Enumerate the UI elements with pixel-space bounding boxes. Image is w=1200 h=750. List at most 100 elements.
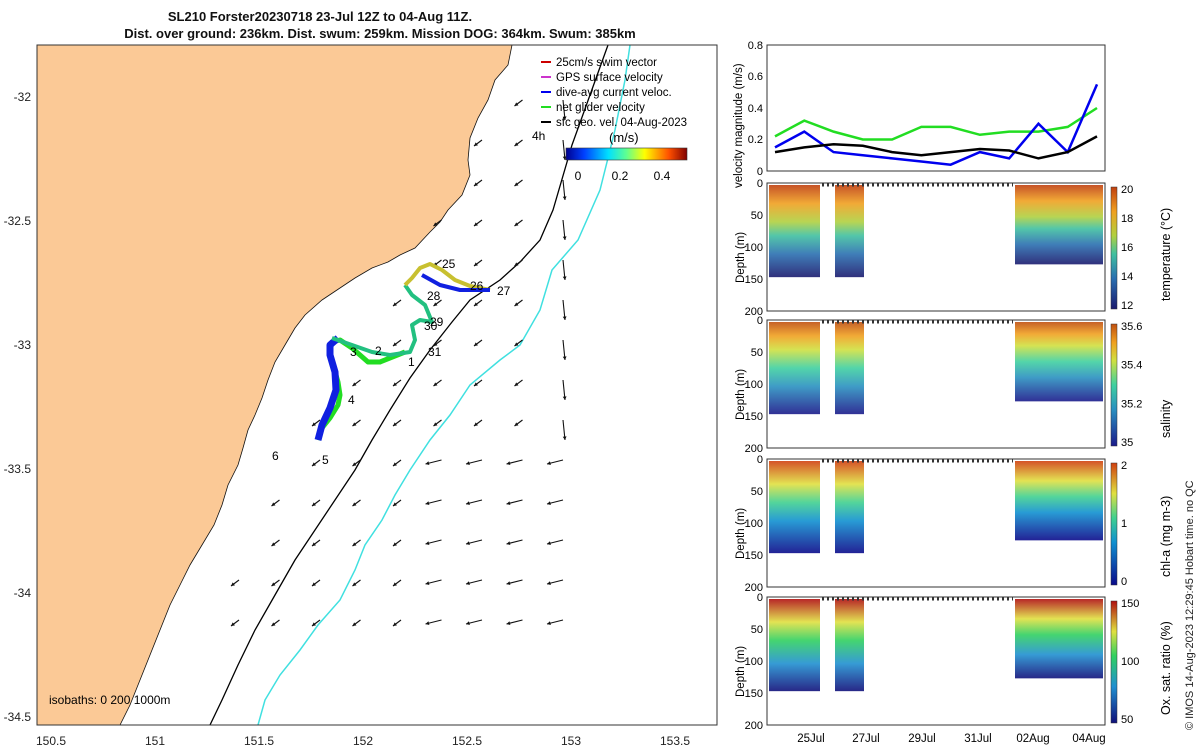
colorbar-tick: 0: [1121, 576, 1127, 588]
profile-data-block: [769, 322, 820, 415]
profile-data-block: [1015, 461, 1103, 541]
profile-colorbar: [1110, 462, 1118, 586]
velocity-vector-head: [562, 356, 567, 360]
profile-panel-chla: 0 50 100 150 200 Depth (m) 0 1 2 chl-a (mg m-3): [735, 454, 1173, 594]
velocity-vector-head: [562, 236, 567, 240]
velocity-vector-head: [514, 422, 519, 426]
velocity-vector-head: [271, 542, 276, 546]
velocity-vector-head: [425, 501, 430, 506]
chart-title-line2: Dist. over ground: 236km. Dist. swum: 25…: [124, 26, 636, 41]
velocity-vector-head: [433, 222, 438, 226]
colorbar-units: (m/s): [609, 130, 639, 145]
velocity-line-1: [774, 83, 1099, 166]
velocity-vector-head: [271, 582, 276, 586]
velocity-vector-head: [425, 541, 430, 546]
profile-colorbar: [1110, 323, 1118, 447]
velocity-vector-head: [312, 502, 316, 506]
velocity-vector-head: [474, 422, 478, 426]
profile-data-block: [769, 185, 820, 278]
velocity-vector-head: [514, 302, 519, 306]
colorbar-tick: 100: [1121, 656, 1139, 668]
map-xtick: 153.5: [660, 734, 690, 748]
legend-gps-velocity: GPS surface velocity: [556, 72, 663, 84]
velocity-vector-head: [425, 621, 430, 626]
time-tick: 25Jul: [797, 733, 825, 745]
velocity-vector-head: [433, 342, 438, 346]
map-xtick: 152: [353, 734, 373, 748]
velocity-series: [774, 83, 1099, 166]
waypoint-1: 1: [408, 355, 415, 369]
map-panel: 1 2 3 4 5 6 25 26 27 28 29 30 31 25cm/s …: [4, 44, 718, 748]
velocity-vector-head: [474, 302, 478, 306]
velocity-vector-head: [514, 342, 519, 346]
velocity-panel: 0 0.2 0.4 0.6 0.8 velocity magnitude (m/…: [733, 40, 1106, 188]
surface-velocity-vectors: [230, 99, 567, 627]
vel-ytick: 0: [757, 166, 763, 178]
glider-track-loop-current: [421, 273, 490, 292]
velocity-vector-head: [514, 182, 519, 186]
depth-tick: 150: [745, 274, 763, 286]
waypoint-25: 25: [442, 257, 456, 271]
velocity-vector-head: [547, 621, 551, 626]
waypoint-27: 27: [497, 284, 511, 298]
colorbar-tick: 14: [1121, 271, 1133, 283]
velocity-vector-head: [393, 382, 397, 386]
colorbar-tick: 12: [1121, 300, 1133, 312]
depth-tick: 200: [745, 582, 763, 594]
waypoint-4: 4: [348, 393, 355, 407]
velocity-vector-head: [506, 461, 511, 466]
profile-data-block: [835, 599, 864, 692]
velocity-line-0: [774, 106, 1098, 141]
velocity-vector-head: [474, 222, 478, 226]
legend-net-velocity: net glider velocity: [556, 102, 645, 114]
interval-label: 4h: [532, 129, 545, 143]
time-tick: 02Aug: [1016, 733, 1049, 745]
velocity-vector-head: [547, 461, 551, 466]
depth-tick: 50: [751, 486, 763, 498]
colorbar-tick: 1: [1121, 518, 1127, 530]
velocity-vector-head: [271, 622, 276, 626]
time-tick: 31Jul: [964, 733, 992, 745]
velocity-vector-head: [393, 342, 397, 346]
velocity-frame: [766, 44, 1106, 172]
profile-data-block: [835, 322, 864, 415]
velocity-vector-head: [562, 276, 567, 280]
waypoint-3: 3: [350, 345, 357, 359]
waypoint-28: 28: [427, 289, 441, 303]
velocity-vector-head: [393, 302, 397, 306]
credit-text: © IMOS 14-Aug-2023 12:29:45 Hobart time.…: [1184, 480, 1196, 730]
profile-colorbar-label: chl-a (mg m-3): [1159, 496, 1173, 577]
velocity-vector-head: [506, 581, 511, 586]
waypoint-5: 5: [322, 453, 329, 467]
colorbar-tick: 35.4: [1121, 360, 1142, 372]
colorbar-tick-1: 0.2: [612, 169, 629, 183]
map-ytick: -34.5: [4, 710, 32, 724]
depth-tick: 0: [757, 315, 763, 327]
depth-tick: 100: [745, 379, 763, 391]
velocity-vector-head: [425, 461, 430, 466]
waypoint-2: 2: [375, 344, 382, 358]
velocity-vector-head: [466, 541, 470, 546]
velocity-vector-head: [466, 581, 470, 586]
velocity-vector-head: [352, 382, 357, 386]
isobath-200m: [209, 45, 609, 725]
vel-ytick: 0.4: [748, 103, 763, 115]
velocity-vector-head: [562, 116, 567, 120]
velocity-vector-head: [393, 622, 397, 626]
velocity-ylabel: velocity magnitude (m/s): [733, 63, 745, 188]
profile-data-block: [769, 599, 820, 692]
profile-panel-salinity: 0 50 100 150 200 Depth (m) 35 35.2 35.4 35.6 salin…: [735, 315, 1173, 455]
legend-geo-velocity: sfc geo. vel. 04-Aug-2023: [556, 117, 687, 129]
depth-tick: 0: [757, 178, 763, 190]
depth-tick: 200: [745, 720, 763, 732]
map-ytick: -32.5: [4, 214, 32, 228]
velocity-line-2: [774, 135, 1098, 160]
profile-data-block: [1015, 322, 1103, 402]
velocity-vector-head: [562, 156, 567, 160]
depth-tick: 200: [745, 306, 763, 318]
depth-tick: 100: [745, 656, 763, 668]
time-tick: 04Aug: [1072, 733, 1105, 745]
map-xtick: 151: [145, 734, 165, 748]
chart-title-line1: SL210 Forster20230718 23-Jul 12Z to 04-A…: [167, 9, 473, 24]
